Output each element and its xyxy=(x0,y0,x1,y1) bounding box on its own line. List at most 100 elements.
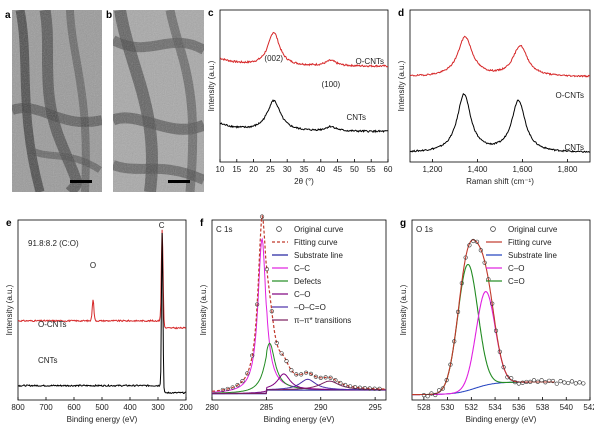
annotation-o: O xyxy=(90,261,96,270)
original-point xyxy=(284,359,289,364)
original-point xyxy=(573,381,578,386)
series-cnts xyxy=(17,232,186,395)
x-tick-label: 534 xyxy=(488,403,502,412)
x-tick-label: 1,600 xyxy=(512,165,533,174)
original-point xyxy=(348,384,353,389)
x-tick-label: 10 xyxy=(216,165,225,174)
legend-item: C=O xyxy=(508,277,525,286)
original-point xyxy=(343,382,348,388)
original-point xyxy=(433,392,438,398)
original-point xyxy=(566,380,571,386)
panel-label-d: d xyxy=(398,8,404,19)
original-point xyxy=(539,378,544,383)
x-tick-label: 55 xyxy=(367,165,376,174)
original-point xyxy=(452,339,457,344)
original-point xyxy=(562,380,567,385)
original-point xyxy=(482,260,487,265)
original-point xyxy=(259,214,265,219)
x-tick-label: 15 xyxy=(232,165,241,174)
x-tick-label: 500 xyxy=(95,403,109,412)
original-point xyxy=(328,375,333,380)
x-tick-label: 538 xyxy=(536,403,550,412)
x-tick-label: 295 xyxy=(368,403,382,412)
x-tick-label: 280 xyxy=(205,403,219,412)
x-axis-label: Binding energy (eV) xyxy=(264,415,335,424)
original-point xyxy=(338,380,343,386)
original-point xyxy=(289,368,294,373)
panel-title-o1s: O 1s xyxy=(416,225,433,234)
x-tick-label: 536 xyxy=(512,403,526,412)
original-point xyxy=(501,365,506,370)
original-point xyxy=(455,309,461,314)
component-1 xyxy=(212,342,386,394)
x-tick-label: 60 xyxy=(384,165,393,174)
original-point xyxy=(531,378,537,383)
original-point xyxy=(569,379,575,384)
chart-raman: d 1,200 1,400 1,600 1,800 Raman shift (cm⁻¹) I… xyxy=(397,8,591,186)
chart-xps-o1s: g 528 530 532 534 536 538 540 542 Binding energy … xyxy=(399,218,594,424)
original-point xyxy=(463,255,468,260)
legend-cnts: CNTs xyxy=(38,356,58,365)
plot-frame xyxy=(219,9,389,163)
original-point xyxy=(333,378,338,383)
x-tick-label: 540 xyxy=(560,403,574,412)
x-tick-label: 290 xyxy=(314,403,328,412)
x-tick-label: 700 xyxy=(39,403,53,412)
original-point xyxy=(459,281,464,286)
legend-o-cnts: O-CNTs xyxy=(556,91,584,100)
original-point xyxy=(528,379,533,384)
panel-label-f: f xyxy=(200,218,204,229)
x-tick-label: 530 xyxy=(441,403,455,412)
original-point xyxy=(367,386,372,391)
plot-frame xyxy=(211,219,387,401)
legend-item: –O–C=O xyxy=(294,303,326,312)
legend-item: C–O xyxy=(294,290,310,299)
original-point xyxy=(245,371,250,376)
original-point xyxy=(279,351,284,356)
series-cnts xyxy=(409,92,591,153)
y-axis-label: Intensity (a.u.) xyxy=(199,284,208,335)
series-cnts xyxy=(219,99,389,134)
plot-frame xyxy=(409,9,591,163)
y-axis-label: Intensity (a.u.) xyxy=(397,60,406,111)
legend-item: π–π* transitions xyxy=(294,316,351,325)
y-axis-label: Intensity (a.u.) xyxy=(207,60,216,111)
original-point xyxy=(440,386,445,391)
series-o-cnts xyxy=(17,229,187,330)
chart-xps-survey: e 800 700 600 500 400 300 200 Binding energy (eV… xyxy=(5,218,193,424)
original-point xyxy=(255,302,260,307)
original-point xyxy=(512,380,518,385)
x-tick-label: 1,200 xyxy=(422,165,443,174)
original-point xyxy=(235,383,240,388)
x-axis-label: 2θ (°) xyxy=(294,177,314,186)
x-axis-label: Binding energy (eV) xyxy=(466,415,537,424)
original-point xyxy=(294,372,299,377)
original-point xyxy=(497,349,502,354)
original-point xyxy=(240,379,245,384)
original-point xyxy=(471,238,476,244)
original-point xyxy=(448,362,453,367)
annotation-c: C xyxy=(159,221,165,230)
original-point xyxy=(220,387,225,393)
panel-label-e: e xyxy=(6,218,12,229)
original-point xyxy=(490,301,495,306)
legend-o-cnts: O-CNTs xyxy=(38,320,66,329)
original-point xyxy=(444,378,449,383)
original-point xyxy=(230,385,235,390)
legend-item: C–O xyxy=(508,264,524,273)
x-tick-label: 50 xyxy=(350,165,359,174)
x-tick-label: 400 xyxy=(123,403,137,412)
annotation-ratio: 91.8:8.2 (C:O) xyxy=(28,239,79,248)
original-point xyxy=(509,376,514,381)
x-tick-label: 542 xyxy=(583,403,594,412)
legend-marker xyxy=(276,226,282,232)
panel-label-g: g xyxy=(400,218,406,229)
original-point xyxy=(372,386,377,391)
chart-xrd: c 10 15 20 25 30 35 40 45 50 55 60 2θ (°) Intensity (… xyxy=(207,8,393,186)
original-point xyxy=(436,388,442,393)
series-o-cnts xyxy=(219,31,389,68)
legend-item: Fitting curve xyxy=(294,238,338,247)
original-point xyxy=(554,381,559,386)
x-tick-label: 300 xyxy=(151,403,165,412)
original-point xyxy=(303,370,309,375)
